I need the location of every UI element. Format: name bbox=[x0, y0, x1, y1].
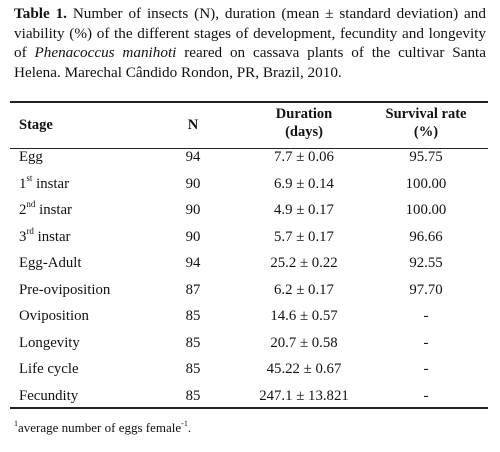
cell-duration: 4.9 ± 0.17 bbox=[274, 202, 334, 218]
cell-n: 87 bbox=[185, 281, 201, 298]
footnote-text: average number of eggs female bbox=[18, 420, 182, 435]
cell-duration: 25.2 ± 0.22 bbox=[270, 255, 338, 271]
cell-duration: 6.2 ± 0.17 bbox=[274, 281, 334, 298]
header-n: N bbox=[187, 117, 199, 133]
cell-stage: Longevity bbox=[19, 331, 80, 356]
cell-stage-text: Egg-Adult bbox=[19, 255, 82, 271]
table-row: 1st instar 90 6.9 ± 0.14 100.00 bbox=[0, 172, 500, 197]
cell-n: 94 bbox=[185, 149, 201, 165]
table-label: Table 1. bbox=[14, 5, 67, 22]
table-header-rule bbox=[10, 148, 488, 149]
cell-n: 90 bbox=[185, 228, 201, 245]
cell-survival: 95.75 bbox=[409, 149, 443, 165]
cell-stage-text: Fecundity bbox=[19, 387, 79, 404]
cell-stage: Life cycle bbox=[19, 357, 79, 382]
cell-duration: 20.7 ± 0.58 bbox=[270, 334, 338, 351]
table-row: Pre-oviposition 87 6.2 ± 0.17 97.70 bbox=[0, 278, 500, 303]
cell-n: 85 bbox=[185, 334, 201, 351]
cell-stage: 3rd instar bbox=[19, 225, 70, 250]
cell-stage-suffix: instar bbox=[33, 228, 71, 245]
table-row: Oviposition 85 14.6 ± 0.57 - bbox=[0, 304, 500, 329]
table-row: Egg-Adult 94 25.2 ± 0.22 92.55 bbox=[0, 251, 500, 276]
table-row: Longevity 85 20.7 ± 0.58 - bbox=[0, 331, 500, 356]
cell-duration: 247.1 ± 13.821 bbox=[259, 387, 349, 404]
caption-text-b: reared on cassava plants of the cultivar… bbox=[14, 44, 487, 81]
header-duration-line1: Duration bbox=[275, 106, 333, 122]
table-row: Egg 94 7.7 ± 0.06 95.75 bbox=[0, 145, 500, 170]
cell-survival: 97.70 bbox=[409, 281, 443, 298]
cell-stage-text: Oviposition bbox=[19, 308, 89, 324]
cell-survival: - bbox=[423, 387, 429, 404]
cell-stage: 2nd instar bbox=[19, 198, 72, 223]
cell-survival: 96.66 bbox=[409, 228, 443, 245]
cell-n: 90 bbox=[185, 202, 201, 218]
cell-n: 94 bbox=[185, 255, 201, 271]
cell-stage-text: 1 bbox=[19, 175, 27, 192]
cell-stage-text: 2 bbox=[19, 202, 27, 218]
cell-stage: Pre-oviposition bbox=[19, 278, 110, 303]
footnote-exponent: -1 bbox=[181, 418, 188, 428]
cell-stage: 1st instar bbox=[19, 172, 69, 197]
cell-stage: Oviposition bbox=[19, 304, 89, 329]
table-row: Fecundity 85 247.1 ± 13.821 - bbox=[0, 384, 500, 409]
table-row: Life cycle 85 45.22 ± 0.67 - bbox=[0, 357, 500, 382]
cell-duration: 7.7 ± 0.06 bbox=[274, 149, 334, 165]
cell-stage: Egg bbox=[19, 145, 43, 170]
header-stage: Stage bbox=[19, 117, 53, 133]
header-duration: Duration (days) bbox=[254, 105, 354, 141]
cell-survival: - bbox=[423, 334, 429, 351]
cell-survival: 92.55 bbox=[409, 255, 443, 271]
cell-stage-ordinal: nd bbox=[26, 199, 36, 210]
table-bottom-rule bbox=[10, 407, 488, 409]
cell-stage-suffix: instar bbox=[35, 202, 72, 218]
cell-n: 85 bbox=[185, 361, 201, 377]
cell-stage-suffix: instar bbox=[32, 175, 69, 192]
table-row: 3rd instar 90 5.7 ± 0.17 96.66 bbox=[0, 225, 500, 250]
footnote-marker: 1 bbox=[14, 418, 18, 428]
cell-stage-text: Life cycle bbox=[19, 361, 79, 377]
cell-stage: Egg-Adult bbox=[19, 251, 81, 276]
cell-stage-ordinal: rd bbox=[26, 225, 34, 236]
table-caption: Table 1. Number of insects (N), duration… bbox=[14, 4, 486, 82]
header-survival: Survival rate (%) bbox=[370, 105, 482, 141]
cell-duration: 45.22 ± 0.67 bbox=[266, 361, 342, 377]
cell-survival: 100.00 bbox=[405, 175, 447, 192]
cell-duration: 6.9 ± 0.14 bbox=[274, 175, 334, 192]
cell-survival: 100.00 bbox=[405, 202, 447, 218]
table-row: 2nd instar 90 4.9 ± 0.17 100.00 bbox=[0, 198, 500, 223]
cell-stage-ordinal: st bbox=[26, 172, 33, 183]
cell-duration: 14.6 ± 0.57 bbox=[270, 308, 338, 324]
table-footnote: 1average number of eggs female-1. bbox=[14, 418, 192, 436]
cell-survival: - bbox=[423, 308, 429, 324]
header-survival-line1: Survival rate bbox=[385, 106, 467, 122]
cell-stage-text: Longevity bbox=[19, 334, 80, 351]
cell-stage-text: 3 bbox=[19, 228, 27, 245]
cell-stage-text: Pre-oviposition bbox=[19, 281, 111, 298]
cell-n: 85 bbox=[185, 387, 201, 404]
cell-duration: 5.7 ± 0.17 bbox=[274, 228, 334, 245]
cell-stage: Fecundity bbox=[19, 384, 78, 409]
header-duration-line2: (days) bbox=[285, 124, 323, 140]
header-survival-line2: (%) bbox=[413, 124, 439, 140]
table-top-rule bbox=[10, 101, 488, 103]
species-name: Phenacoccus manihoti bbox=[34, 44, 177, 61]
cell-n: 90 bbox=[185, 175, 201, 192]
footnote-end: . bbox=[187, 420, 192, 435]
cell-n: 85 bbox=[185, 308, 201, 324]
caption-text-a: Number of insects (N), duration (mean ± … bbox=[14, 5, 486, 61]
cell-stage-text: Egg bbox=[19, 149, 43, 165]
cell-survival: - bbox=[423, 361, 429, 377]
